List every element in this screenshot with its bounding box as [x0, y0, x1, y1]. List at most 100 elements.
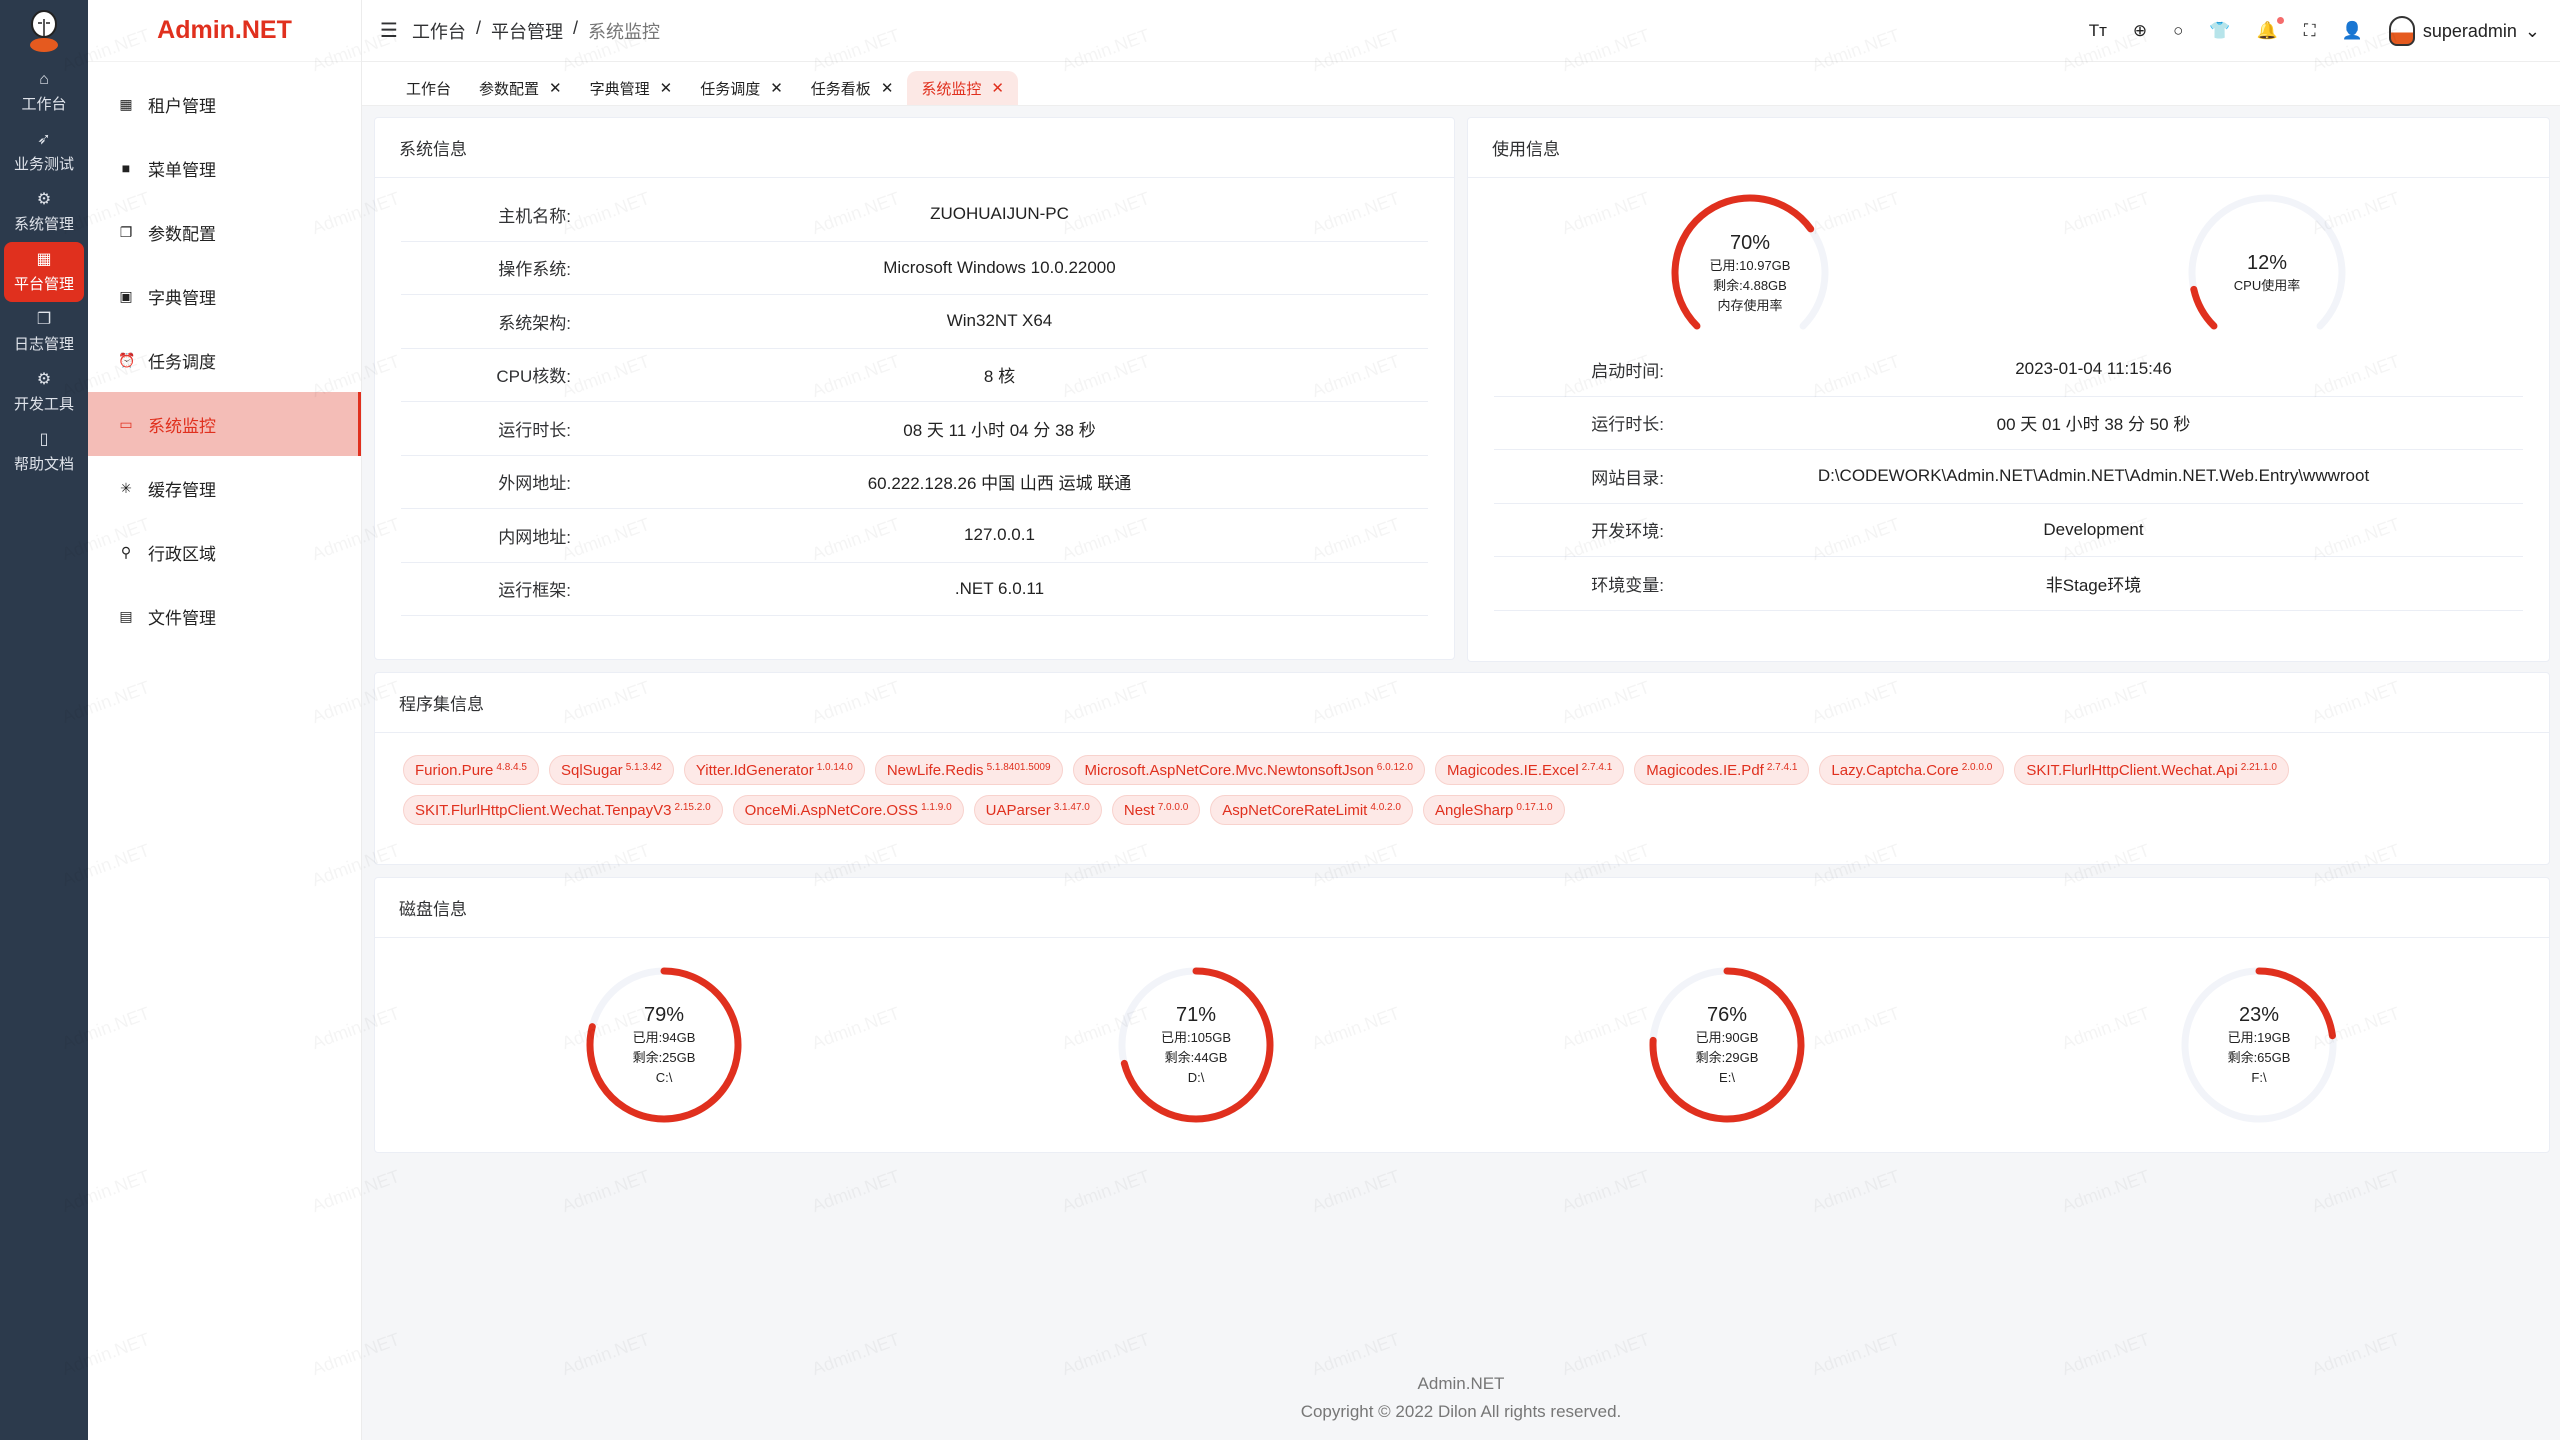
assembly-version: 7.0.0.0: [1157, 801, 1189, 813]
info-value: Microsoft Windows 10.0.22000: [883, 257, 1116, 277]
close-icon[interactable]: ✕: [659, 80, 673, 97]
assembly-tag: AngleSharp 0.17.1.0: [1422, 795, 1565, 825]
close-icon[interactable]: ✕: [770, 80, 783, 97]
assembly-tag: NewLife.Redis 5.1.8401.5009: [874, 755, 1063, 785]
fullscreen-icon[interactable]: ⛶: [2303, 21, 2316, 40]
rail-item[interactable]: ⌂ 工作台: [4, 62, 84, 122]
info-label: CPU核数:: [496, 367, 571, 387]
gauge-ring: [586, 967, 742, 1123]
card-title: 磁盘信息: [375, 878, 2549, 938]
gauge-detail: 剩余:25GB: [632, 1050, 696, 1065]
tab[interactable]: 任务看板 ✕: [797, 71, 908, 105]
info-value: Win32NT X64: [946, 311, 1053, 331]
font-size-icon[interactable]: Tт: [2088, 21, 2107, 40]
rail-item[interactable]: ❐ 日志管理: [4, 302, 84, 362]
assembly-version: 5.1.3.42: [625, 761, 662, 773]
watermark: Admin.NET: [2059, 1166, 2153, 1217]
gauge-detail: 已用:90GB: [1695, 1030, 1759, 1045]
card-title: 程序集信息: [375, 673, 2549, 733]
assembly-version: 0.17.1.0: [1516, 801, 1553, 813]
gauge-detail: 内存使用率: [1717, 298, 1783, 313]
tab[interactable]: 参数配置 ✕: [465, 71, 576, 105]
info-label: 网站目录:: [1591, 468, 1664, 488]
rail-item[interactable]: ⚙ 系统管理: [4, 182, 84, 242]
card-title: 使用信息: [1468, 118, 2549, 178]
theme-shirt-icon[interactable]: 👕: [2209, 21, 2231, 40]
sidebar-item[interactable]: ❐ 参数配置: [88, 200, 361, 264]
logo: [0, 0, 88, 62]
card-title: 系统信息: [375, 118, 1454, 178]
menu-collapse-icon[interactable]: ☰: [380, 20, 398, 42]
info-label: 主机名称:: [498, 206, 571, 226]
location-icon: ⚲: [120, 543, 132, 560]
assembly-name: UAParser: [985, 801, 1051, 819]
rail-item-label: 日志管理: [13, 335, 74, 353]
send-icon: ➶: [37, 130, 51, 148]
rail-item[interactable]: ⚙ 开发工具: [4, 362, 84, 422]
rail-item[interactable]: ▯ 帮助文档: [4, 422, 84, 482]
search-icon[interactable]: ○: [2173, 21, 2184, 40]
assembly-tag: SqlSugar 5.1.3.42: [548, 755, 674, 785]
language-icon[interactable]: ⊕: [2132, 21, 2148, 40]
memory-usage-gauge: 70% 已用:10.97GB 剩余:4.88GB 内存使用率: [1665, 188, 1835, 358]
close-icon[interactable]: ✕: [880, 80, 894, 97]
assembly-version: 2.21.1.0: [2240, 761, 2277, 773]
gauge-percent: 76%: [1706, 1004, 1748, 1026]
user-icon[interactable]: 👤: [2341, 21, 2363, 40]
rail-item[interactable]: ▦ 平台管理: [4, 242, 84, 302]
tab-label: 系统监控: [921, 80, 982, 98]
sidebar-item[interactable]: ⚲ 行政区域: [88, 520, 361, 584]
rail-item-label: 系统管理: [13, 215, 74, 233]
footer: Admin.NET Copyright © 2022 Dilon All rig…: [362, 1370, 2560, 1426]
info-row: 启动时间: 2023-01-04 11:15:46: [1494, 343, 2523, 397]
sidebar-item[interactable]: ▭ 系统监控: [88, 392, 361, 456]
gauge-detail: 剩余:65GB: [2227, 1050, 2291, 1065]
info-value: D:\CODEWORK\Admin.NET\Admin.NET\Admin.NE…: [1817, 466, 2370, 486]
tab[interactable]: 任务调度 ✕: [686, 71, 797, 105]
assembly-name: Magicodes.IE.Excel: [1446, 761, 1579, 779]
sidebar-item[interactable]: ■ 菜单管理: [88, 136, 361, 200]
disk-usage-gauge: 76% 已用:90GB 剩余:29GB E:\: [1643, 961, 1811, 1129]
footer-copyright: Copyright © 2022 Dilon All rights reserv…: [1300, 1402, 1622, 1421]
info-row: 网站目录: D:\CODEWORK\Admin.NET\Admin.NET\Adm…: [1494, 450, 2523, 504]
user-menu[interactable]: superadmin ⌄: [2388, 16, 2540, 46]
gauge-value-arc: [1649, 967, 1805, 1123]
alarm-clock-icon: ⏰: [118, 351, 136, 368]
info-label: 启动时间:: [1591, 361, 1664, 381]
gauge-detail: D:\: [1187, 1070, 1205, 1085]
sidebar-item[interactable]: ⏰ 任务调度: [88, 328, 361, 392]
info-value: .NET 6.0.11: [954, 578, 1045, 598]
close-icon[interactable]: ✕: [991, 80, 1004, 97]
info-row: 内网地址: 127.0.0.1: [401, 509, 1428, 563]
gauge-value-arc: [1671, 194, 1815, 330]
document-icon: ▤: [119, 607, 133, 624]
gauge-detail: F:\: [2251, 1070, 2267, 1085]
avatar: [2388, 16, 2415, 46]
copy-icon: ❐: [36, 310, 52, 328]
breadcrumb-item[interactable]: 工作台: [411, 21, 466, 42]
assembly-version: 6.0.12.0: [1376, 761, 1413, 773]
info-label: 内网地址:: [498, 527, 571, 547]
tab-bar: 工作台 参数配置 ✕ 字典管理 ✕ 任务调度 ✕ 任务看板 ✕ 系统监控 ✕: [362, 62, 2560, 106]
bell-icon[interactable]: 🔔: [2257, 17, 2284, 41]
breadcrumb-item[interactable]: 平台管理: [490, 21, 563, 42]
assembly-name: Microsoft.AspNetCore.Mvc.NewtonsoftJson: [1084, 761, 1374, 779]
sidebar-item-label: 缓存管理: [148, 480, 216, 500]
close-icon[interactable]: ✕: [549, 80, 562, 97]
rail-item[interactable]: ➶ 业务测试: [4, 122, 84, 182]
gauge-detail: 剩余:44GB: [1164, 1050, 1228, 1065]
tab[interactable]: 字典管理 ✕: [576, 71, 687, 105]
sidebar-item[interactable]: ▣ 字典管理: [88, 264, 361, 328]
tab[interactable]: 系统监控 ✕: [907, 71, 1018, 105]
tab[interactable]: 工作台: [392, 71, 465, 105]
sidebar-item[interactable]: ▤ 文件管理: [88, 584, 361, 648]
assembly-version: 1.0.14.0: [816, 761, 853, 773]
sidebar-item[interactable]: ▦ 租户管理: [88, 72, 361, 136]
assembly-name: SqlSugar: [560, 761, 623, 779]
sidebar-item[interactable]: ✳ 缓存管理: [88, 456, 361, 520]
rail-item-label: 开发工具: [13, 395, 74, 413]
assembly-tag: UAParser 3.1.47.0: [973, 795, 1102, 825]
gauge-detail: 已用:105GB: [1160, 1030, 1232, 1045]
gauge-ring: [2188, 194, 2346, 330]
assembly-tag: Furion.Pure 4.8.4.5: [403, 755, 539, 785]
